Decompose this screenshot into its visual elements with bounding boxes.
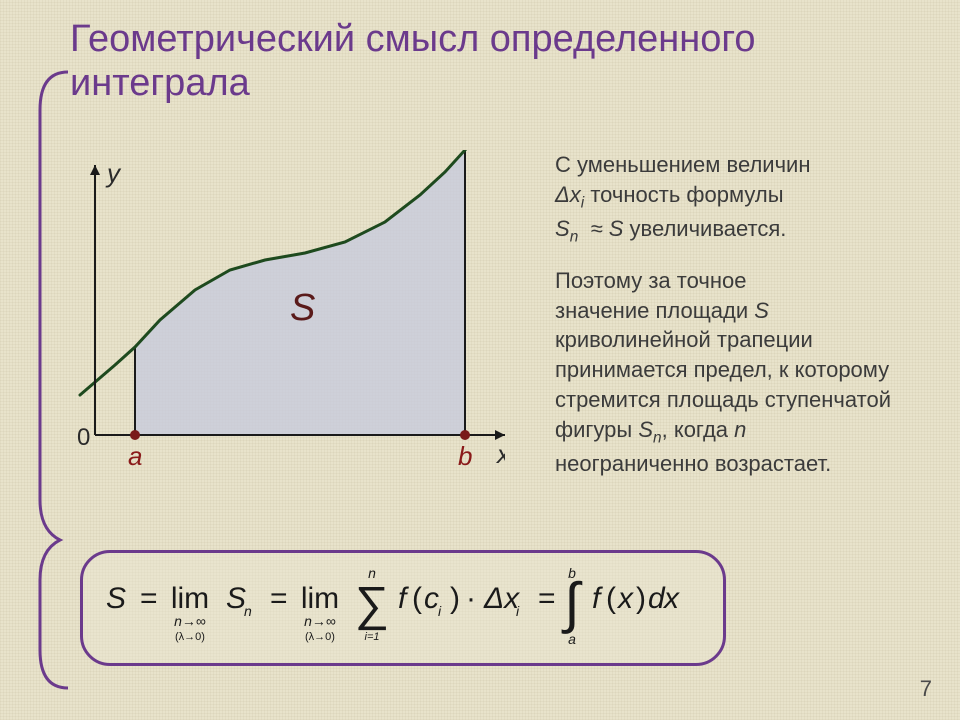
dxi-symbol: Δxi [555,182,584,207]
svg-text:x: x [662,582,680,615]
svg-text:S: S [106,582,126,615]
svg-text:=: = [270,582,288,615]
svg-text:a: a [128,441,142,470]
svg-text:lim: lim [171,582,209,615]
bracket-decoration [30,70,70,690]
svg-text:i=1: i=1 [365,631,380,643]
svg-text:·: · [466,582,476,615]
svg-text:n: n [244,603,252,619]
svg-text:lim: lim [301,582,339,615]
svg-text:n→∞: n→∞ [174,613,206,629]
svg-text:b: b [458,441,472,470]
svg-text:(: ( [412,582,422,615]
svg-text:=: = [538,582,556,615]
svg-text:∑: ∑ [355,578,389,631]
svg-text:(: ( [606,582,616,615]
p1a: С уменьшением величин [555,152,811,177]
svg-text:0: 0 [77,424,90,451]
title-line2: интеграла [70,62,250,104]
svg-text:n→∞: n→∞ [304,613,336,629]
svg-text:f: f [398,582,409,615]
sn-sym: Sn [638,417,661,442]
svg-text:(λ→0): (λ→0) [175,631,205,643]
S-sym: S [754,298,769,323]
p2a: Поэтому за точное [555,268,746,293]
svg-text:f: f [592,582,603,615]
svg-text:n: n [368,565,376,581]
p1b: точность формулы [590,182,783,207]
formula: S=limn→∞(λ→0)Sn=limn→∞(λ→0)∑ni=1f(ci)·Δx… [88,538,728,673]
svg-text:): ) [636,582,646,615]
paragraph-1: С уменьшением величин Δxi точность форму… [555,150,935,248]
page-number: 7 [920,676,932,702]
svg-text:=: = [140,582,158,615]
svg-text:x: x [495,439,505,469]
title-line1: Геометрический смысл определенного [70,18,756,60]
svg-text:x: x [616,582,634,615]
svg-text:S: S [226,582,246,615]
explanation-text: С уменьшением величин Δxi точность форму… [555,150,935,478]
integral-chart: 0 y x a b S [75,150,505,470]
svg-text:): ) [450,582,460,615]
svg-text:b: b [568,565,576,581]
svg-text:c: c [424,582,439,615]
p1c: увеличивается. [630,216,787,241]
p2d: , когда [662,417,728,442]
paragraph-2: Поэтому за точное значение площади S кри… [555,266,935,478]
slide: Геометрический смысл определенного интег… [0,0,960,720]
svg-text:y: y [105,158,122,188]
sn-approx-s: Sn ≈ S [555,216,630,241]
n-sym: n [734,417,746,442]
p2b: значение площади [555,298,748,323]
svg-text:Δx: Δx [483,582,520,615]
svg-text:(λ→0): (λ→0) [305,631,335,643]
svg-text:a: a [568,631,576,647]
svg-text:i: i [516,603,520,619]
svg-text:i: i [438,603,442,619]
p2e: неограниченно возрастает. [555,451,831,476]
svg-text:S: S [290,287,315,329]
slide-title: Геометрический смысл определенного интег… [70,18,756,105]
